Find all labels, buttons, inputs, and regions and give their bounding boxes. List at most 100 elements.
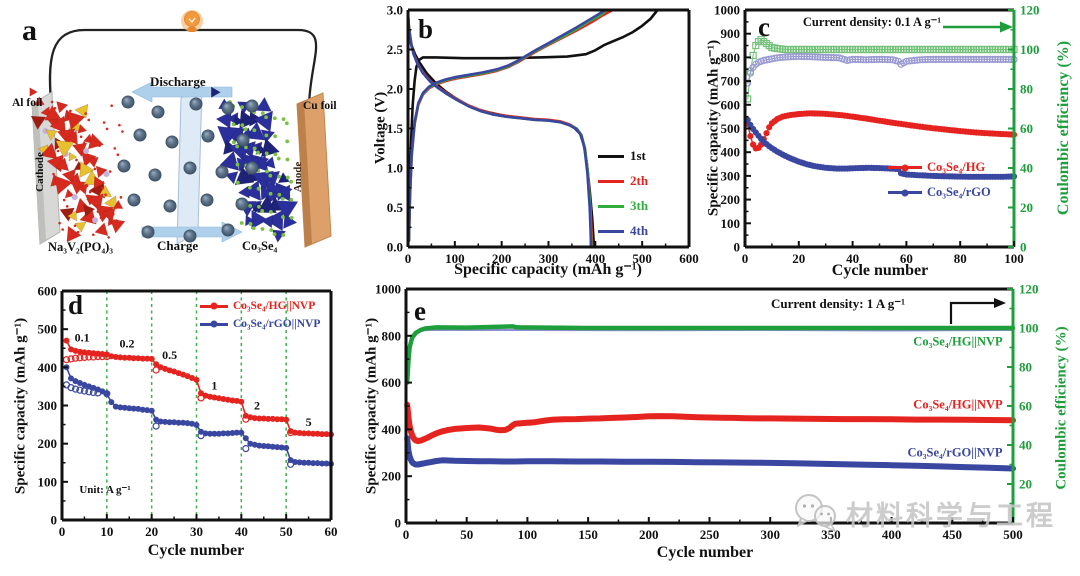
svg-text:200: 200 xyxy=(492,251,512,266)
svg-text:350: 350 xyxy=(821,527,841,542)
svg-text:20: 20 xyxy=(1020,200,1033,215)
legend-marker-dot xyxy=(210,302,218,310)
cycling-chart-01A: 0 20 40 60 80 1000100200300400500600700800900… xyxy=(714,3,1040,267)
legend-swatch xyxy=(200,302,228,310)
svg-text:50: 50 xyxy=(460,527,473,542)
svg-text:80: 80 xyxy=(1019,360,1032,375)
svg-text:100: 100 xyxy=(38,474,58,489)
e-right-y-axis-label: Coulombic efficiency (%) xyxy=(1053,326,1070,490)
e-annotation-current-density: Current density: 1 A g⁻¹ xyxy=(770,296,906,311)
svg-text:800: 800 xyxy=(721,50,741,65)
legend-marker-dot xyxy=(901,164,909,171)
svg-text:40: 40 xyxy=(1019,438,1032,453)
svg-text:300: 300 xyxy=(721,168,741,183)
e-y-axis-label: Specific capacity (mAh g⁻¹) xyxy=(363,317,380,495)
watermark: 材料科学与工程 xyxy=(792,492,1056,534)
panel-letter-a: a xyxy=(22,14,37,47)
c-right-y-axis-label: Coulombic efficiency (%) xyxy=(1055,40,1072,216)
wechat-bubbles-icon xyxy=(795,494,837,533)
e-curve-label-ce: Co₃Se₄/HG||NVP xyxy=(913,334,1003,349)
svg-text:60: 60 xyxy=(900,251,913,266)
svg-text:0: 0 xyxy=(1020,240,1027,255)
b-y-axis-label: Voltage (V) xyxy=(372,91,389,165)
cathode-material-label: Na₃V₂(PO₄)₃ xyxy=(48,240,113,254)
svg-text:60: 60 xyxy=(1019,399,1032,414)
svg-text:5: 5 xyxy=(306,415,312,429)
svg-text:900: 900 xyxy=(721,26,741,41)
discharge-label: Discharge xyxy=(150,74,206,89)
svg-text:2.0: 2.0 xyxy=(387,82,403,97)
svg-text:0.1: 0.1 xyxy=(75,330,90,344)
longterm-cycling-chart: 0 50 100 150 200 250 300 350 400 450 500 0 200 400 600… xyxy=(375,282,1039,543)
legend-entry-rgo: Co₃Se₄/rGO xyxy=(888,185,991,200)
svg-text:400: 400 xyxy=(882,527,902,542)
svg-text:800: 800 xyxy=(382,328,402,343)
panel-d-rate-capability: 0.1 0.2 0.5 1 2 5 0 10 20 30 40 50 60 0 100 200 300 400 50… xyxy=(0,280,360,576)
legend-c: Co₃Se₄/HG Co₃Se₄/rGO xyxy=(888,160,991,200)
svg-text:50: 50 xyxy=(280,524,293,539)
svg-text:600: 600 xyxy=(38,284,58,299)
svg-text:0.2: 0.2 xyxy=(120,336,135,350)
svg-text:120: 120 xyxy=(1019,282,1039,297)
svg-text:400: 400 xyxy=(38,360,58,375)
anode-material-label: Co₃Se₄ xyxy=(242,239,278,253)
panel-a-schematic: a Al foil Cu foil Cathode Anode Discharg… xyxy=(0,0,375,280)
svg-text:600: 600 xyxy=(679,251,699,266)
svg-text:500: 500 xyxy=(632,251,652,266)
svg-text:20: 20 xyxy=(145,524,158,539)
panel-letter-e: e xyxy=(414,296,426,326)
svg-text:250: 250 xyxy=(700,527,720,542)
svg-text:20: 20 xyxy=(1019,477,1032,492)
panel-c-cycling-01A: 0 20 40 60 80 100 0 100 200 300 400 500 600 700 800 900… xyxy=(700,0,1080,285)
charge-label: Charge xyxy=(157,238,199,253)
svg-text:0.5: 0.5 xyxy=(162,348,177,362)
legend-swatch xyxy=(598,154,624,158)
legend-entry-hg-nvp: Co₃Se₄/HG||NVP xyxy=(200,300,320,312)
svg-text:1.5: 1.5 xyxy=(387,121,404,136)
legend-marker-dot xyxy=(210,320,218,328)
al-foil-label: Al foil xyxy=(12,97,43,109)
svg-text:100: 100 xyxy=(721,216,741,231)
svg-text:0: 0 xyxy=(59,524,66,539)
c-x-axis-label: Cycle number xyxy=(831,262,929,279)
svg-text:400: 400 xyxy=(721,145,741,160)
legend-entry-2th: 2th xyxy=(598,173,648,189)
svg-text:100: 100 xyxy=(1004,251,1024,266)
svg-text:400: 400 xyxy=(586,251,606,266)
legend-entry-hg: Co₃Se₄/HG xyxy=(888,160,991,175)
svg-text:0: 0 xyxy=(742,251,749,266)
svg-text:0.0: 0.0 xyxy=(387,240,403,255)
d-unit-note: Unit: A g⁻¹ xyxy=(79,484,131,496)
svg-text:500: 500 xyxy=(1003,527,1023,542)
svg-text:120: 120 xyxy=(1020,3,1040,18)
svg-text:700: 700 xyxy=(721,74,741,89)
svg-text:80: 80 xyxy=(954,251,967,266)
voltage-capacity-chart: 0 100 200 300 400 500 600 0.0 0.5 1.0 1.5 2.0 2.5 3.0 xyxy=(387,3,699,267)
legend-entry-rgo-nvp: Co₃Se₄/rGO||NVP xyxy=(200,318,320,330)
svg-text:3.0: 3.0 xyxy=(387,3,403,18)
battery-schematic-drawing xyxy=(29,10,332,248)
svg-text:200: 200 xyxy=(721,192,741,207)
legend-swatch xyxy=(598,179,624,183)
legend-swatch xyxy=(200,320,228,328)
svg-text:600: 600 xyxy=(721,97,741,112)
d-y-axis-label: Specific capacity (mAh g⁻¹) xyxy=(12,317,29,495)
svg-text:2: 2 xyxy=(254,398,260,412)
svg-text:2.5: 2.5 xyxy=(387,42,404,57)
legend-entry-3th: 3th xyxy=(598,198,648,214)
panel-letter-d: d xyxy=(68,290,84,320)
e-right-axis-pointer xyxy=(948,297,1012,327)
svg-text:300: 300 xyxy=(539,251,559,266)
svg-text:200: 200 xyxy=(38,436,58,451)
svg-text:0: 0 xyxy=(405,251,412,266)
svg-text:40: 40 xyxy=(235,524,248,539)
svg-text:600: 600 xyxy=(382,375,402,390)
b-x-axis-label: Specific capacity (mAh g⁻¹) xyxy=(454,261,642,278)
svg-text:150: 150 xyxy=(578,527,598,542)
e-curve-label-hg: Co₃Se₄/HG||NVP xyxy=(913,397,1003,412)
e-x-axis-label: Cycle number xyxy=(656,544,754,561)
c-annotation-current-density: Current density: 0.1 A g⁻¹ xyxy=(802,15,942,29)
svg-text:1: 1 xyxy=(211,378,217,392)
